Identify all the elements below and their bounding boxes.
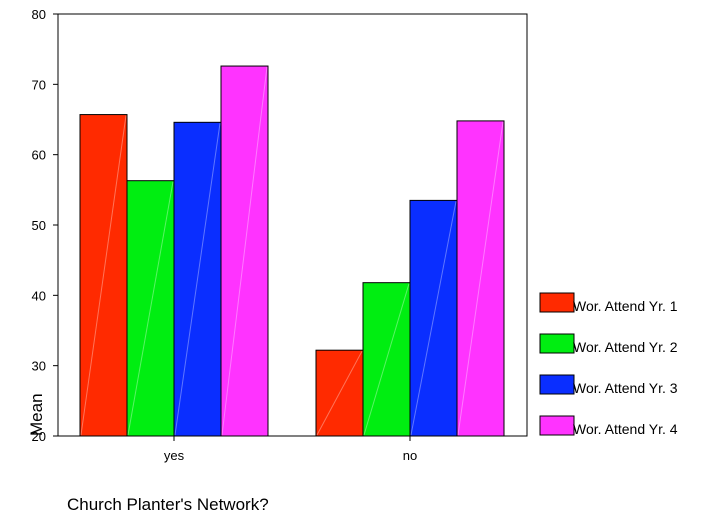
y-tick-label: 40 <box>32 288 46 303</box>
bars <box>79 65 505 437</box>
bar-highlight <box>221 66 268 436</box>
x-tick-label: yes <box>164 448 185 463</box>
bar-highlight <box>174 123 221 436</box>
legend-label: Wor. Attend Yr. 3 <box>573 380 678 396</box>
legend-swatch <box>539 333 575 354</box>
y-tick-label: 70 <box>32 77 46 92</box>
bar-highlight <box>457 121 504 436</box>
bar <box>456 120 505 437</box>
y-axis: 20 30 40 50 60 70 80 <box>32 7 58 444</box>
bar <box>409 199 458 437</box>
y-tick-label: 30 <box>32 359 46 374</box>
y-tick-label: 60 <box>32 148 46 163</box>
y-tick-label: 20 <box>32 429 46 444</box>
bar-highlight <box>127 181 174 436</box>
legend-swatch <box>539 374 575 395</box>
x-tick-label: no <box>403 448 417 463</box>
legend-label: Wor. Attend Yr. 1 <box>573 298 678 314</box>
bar <box>220 65 269 437</box>
bar <box>79 114 128 437</box>
bar-highlight <box>410 201 457 436</box>
legend-swatch <box>539 415 575 436</box>
x-axis: yes no <box>164 436 417 463</box>
bar <box>173 121 222 437</box>
y-axis-title: Mean <box>27 393 46 436</box>
y-tick-label: 80 <box>32 7 46 22</box>
x-axis-title: Church Planter's Network? <box>67 495 269 514</box>
legend-label: Wor. Attend Yr. 2 <box>573 339 678 355</box>
bar-highlight <box>80 115 127 436</box>
y-tick-label: 50 <box>32 218 46 233</box>
bar <box>126 180 175 437</box>
legend-swatch <box>539 292 575 313</box>
legend-label: Wor. Attend Yr. 4 <box>573 421 678 437</box>
bar <box>362 282 411 437</box>
bar-highlight <box>316 350 363 436</box>
bar <box>315 349 364 437</box>
bar-highlight <box>363 283 410 436</box>
legend: Wor. Attend Yr. 1 Wor. Attend Yr. 2 Wor. A… <box>539 292 678 437</box>
